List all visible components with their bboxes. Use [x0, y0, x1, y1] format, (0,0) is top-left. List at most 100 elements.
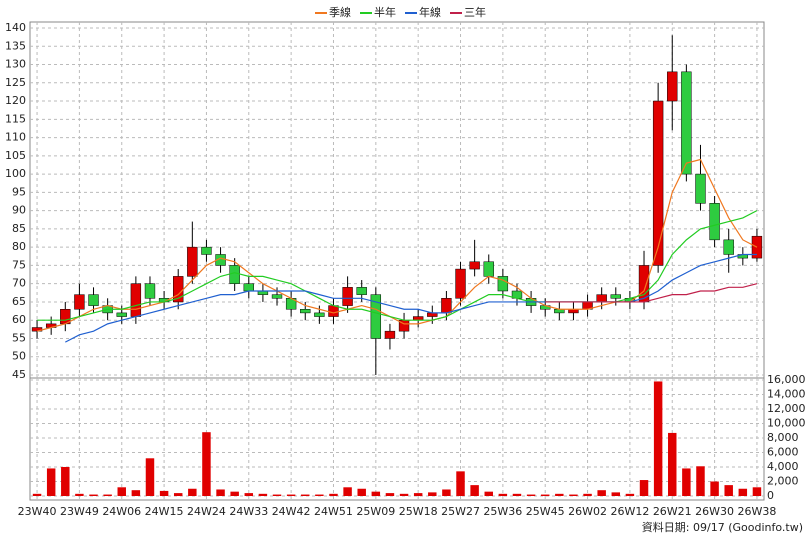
volume-bar	[399, 493, 409, 496]
volume-bar	[682, 468, 691, 496]
volume-bar	[315, 494, 324, 496]
volume-bar	[145, 458, 155, 496]
x-tick-label: 25W27	[441, 505, 480, 518]
ma-line	[545, 283, 758, 303]
volume-bar	[611, 492, 621, 496]
volume-bar	[385, 493, 395, 496]
candle-body	[271, 294, 283, 299]
candle-body	[596, 294, 607, 303]
candle-body	[243, 283, 254, 292]
x-tick-label: 26W02	[568, 505, 607, 518]
y-tick-label: 55	[12, 331, 26, 344]
volume-bar	[583, 493, 592, 496]
y-tick-label: 85	[12, 222, 26, 235]
x-tick-label: 26W12	[610, 505, 649, 518]
x-tick-label: 24W42	[272, 505, 311, 518]
y-tick-label: 135	[5, 39, 26, 52]
candle-body	[695, 173, 706, 204]
volume-bar	[173, 493, 183, 496]
ma-line	[37, 210, 758, 321]
volume-bar	[555, 493, 564, 496]
y-tick-label: 130	[5, 58, 26, 71]
y-tick-label: 75	[12, 258, 26, 271]
candle-body	[314, 312, 325, 317]
volume-bar	[484, 491, 493, 496]
volume-bar	[329, 493, 338, 496]
y-tick-label: 12,000	[767, 402, 806, 415]
candle-body	[201, 246, 212, 255]
y-tick-label: 90	[12, 204, 26, 217]
y-tick-label: 105	[5, 149, 26, 162]
ma-line	[65, 253, 757, 343]
y-tick-label: 65	[12, 295, 26, 308]
ma-line	[36, 158, 758, 332]
volume-bar	[188, 488, 197, 496]
volume-bar	[202, 432, 211, 496]
candle-body	[370, 294, 382, 339]
volume-bar	[61, 467, 70, 496]
x-tick-label: 23W40	[18, 505, 57, 518]
frame	[29, 21, 765, 501]
volume-bar	[131, 490, 141, 496]
volume-bar	[639, 480, 649, 496]
volume-bar	[498, 493, 508, 496]
y-tick-label: 140	[5, 21, 26, 34]
candle-body	[441, 298, 452, 314]
candle-body	[116, 312, 127, 317]
volume-bar	[597, 490, 606, 496]
y-tick-label: 45	[12, 368, 26, 381]
volume-bar	[357, 488, 366, 496]
y-tick-label: 100	[5, 167, 26, 180]
y-tick-label: 14,000	[767, 388, 806, 401]
volume-bar	[512, 493, 522, 496]
volume-bar	[442, 489, 451, 496]
x-tick-label: 24W24	[187, 505, 226, 518]
candle-body	[455, 268, 466, 299]
volume-bar	[738, 488, 748, 496]
volume-bar	[159, 490, 169, 496]
volume-bar	[103, 494, 112, 496]
y-tick-label: 60	[12, 313, 26, 326]
x-tick-label: 26W30	[695, 505, 734, 518]
x-tick-label: 24W51	[314, 505, 353, 518]
y-tick-label: 110	[5, 131, 26, 144]
candle-body	[300, 309, 311, 314]
candle-body	[187, 246, 198, 277]
y-tick-label: 80	[12, 240, 26, 253]
volume-bar	[216, 489, 225, 496]
candle-body	[88, 294, 99, 306]
legend-label: 季線	[329, 5, 351, 19]
volume-bar	[540, 494, 550, 496]
y-tick-label: 10,000	[767, 417, 806, 430]
volume-bar	[696, 466, 705, 496]
y-tick-label: 115	[5, 112, 26, 125]
x-tick-label: 25W36	[483, 505, 522, 518]
volume-bar	[752, 487, 762, 496]
x-tick-label: 24W15	[145, 505, 184, 518]
candle-body	[144, 283, 156, 299]
y-tick-label: 120	[5, 94, 26, 107]
volume-bar	[286, 494, 296, 496]
x-tick-label: 26W38	[738, 505, 777, 518]
volume-bar	[75, 493, 84, 496]
x-tick-label: 25W18	[399, 505, 438, 518]
volume-bar	[46, 468, 56, 496]
volume-bar	[258, 493, 268, 496]
candle-body	[610, 294, 621, 299]
candle-body	[356, 287, 367, 295]
candle-body	[723, 239, 734, 255]
candle-body	[709, 203, 720, 241]
candle-body	[74, 294, 85, 310]
x-tick-label: 24W06	[102, 505, 141, 518]
volume-bar	[428, 492, 437, 496]
volume-bar	[470, 485, 479, 496]
volume-bar	[343, 487, 352, 496]
volume-bar	[668, 432, 677, 496]
candle-body	[497, 276, 509, 292]
candle-body	[652, 100, 664, 266]
candle-body	[667, 71, 678, 102]
volume-bar	[526, 494, 536, 496]
candle-body	[483, 261, 494, 277]
footer: 資料日期: 09/17 (Goodinfo.tw)	[642, 520, 803, 534]
